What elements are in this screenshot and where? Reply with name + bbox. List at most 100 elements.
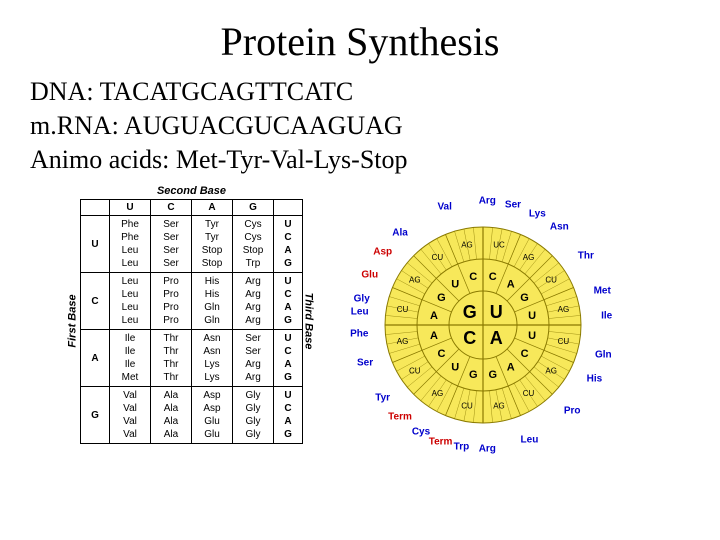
wheel-aa-label: Ile <box>601 311 612 322</box>
col-header: A <box>192 200 233 216</box>
codon-table-wrap: Second Base First Base Third Base UCAGUP… <box>80 185 303 444</box>
aa-cell: ValValValVal <box>110 387 151 444</box>
aa-line: Animo acids: Met-Tyr-Val-Lys-Stop <box>30 145 690 175</box>
row-header: G <box>81 387 110 444</box>
aa-cell: ProProProPro <box>151 273 192 330</box>
aa-cell: SerSerArgArg <box>233 330 274 387</box>
codon-table: UCAGUPhePheLeuLeuSerSerSerSerTyrTyrStopS… <box>80 199 303 444</box>
svg-text:C: C <box>521 348 529 360</box>
svg-text:G: G <box>437 292 446 304</box>
svg-text:AG: AG <box>558 305 570 314</box>
svg-text:U: U <box>451 362 459 374</box>
aa-cell: CysCysStopTrp <box>233 216 274 273</box>
svg-text:G: G <box>520 292 529 304</box>
svg-text:AG: AG <box>432 389 444 398</box>
wheel-aa-label: Trp <box>454 442 470 453</box>
wheel-aa-label: Gln <box>595 349 612 360</box>
svg-text:U: U <box>528 310 536 322</box>
aa-cell: ArgArgArgArg <box>233 273 274 330</box>
aa-cell: PhePheLeuLeu <box>110 216 151 273</box>
third-col: UCAG <box>274 216 303 273</box>
aa-cell: TyrTyrStopStop <box>192 216 233 273</box>
wheel-aa-label: Arg <box>479 196 496 207</box>
svg-text:AG: AG <box>409 275 421 284</box>
mrna-seq: AUGUACGUCAAGUAG <box>124 111 403 140</box>
svg-text:A: A <box>430 330 438 342</box>
svg-text:U: U <box>490 302 503 322</box>
svg-text:AG: AG <box>461 241 473 250</box>
svg-text:G: G <box>488 369 497 381</box>
wheel-aa-label: Cys <box>412 427 430 438</box>
svg-text:UC: UC <box>493 241 505 250</box>
svg-text:CU: CU <box>461 401 473 410</box>
svg-text:AG: AG <box>397 337 409 346</box>
svg-text:AG: AG <box>545 367 557 376</box>
wheel-aa-label: Term <box>388 412 412 423</box>
svg-text:CU: CU <box>409 367 421 376</box>
wheel-aa-label: Glu <box>361 269 378 280</box>
svg-text:CU: CU <box>558 337 570 346</box>
svg-text:CU: CU <box>432 253 444 262</box>
col-header: U <box>110 200 151 216</box>
aa-cell: AsnAsnLysLys <box>192 330 233 387</box>
third-base-label: Third Base <box>303 292 315 349</box>
slide: Protein Synthesis DNA: TACATGCAGTTCATC m… <box>0 0 720 475</box>
codon-wheel: GUACCAGUUCAGGUCAAGUCUCAGCUAGCUAGCUAGCUAG… <box>343 185 623 465</box>
wheel-aa-label: Asp <box>373 247 392 258</box>
mrna-label: m.RNA: <box>30 111 119 140</box>
svg-text:C: C <box>469 271 477 283</box>
diagrams-row: Second Base First Base Third Base UCAGUP… <box>30 185 690 465</box>
aa-cell: AlaAlaAlaAla <box>151 387 192 444</box>
wheel-aa-label: Leu <box>521 434 539 445</box>
dna-label: DNA: <box>30 77 94 106</box>
wheel-aa-label: Tyr <box>375 392 390 403</box>
row-header: U <box>81 216 110 273</box>
aa-cell: GlyGlyGlyGly <box>233 387 274 444</box>
aa-cell: SerSerSerSer <box>151 216 192 273</box>
wheel-aa-label: Ser <box>505 199 521 210</box>
svg-text:CU: CU <box>545 275 557 284</box>
aa-seq: Met-Tyr-Val-Lys-Stop <box>176 145 408 174</box>
wheel-aa-label: Asn <box>550 222 569 233</box>
second-base-label: Second Base <box>80 185 303 197</box>
wheel-aa-label: Ser <box>357 358 373 369</box>
first-base-label: First Base <box>67 294 79 347</box>
svg-text:G: G <box>463 302 477 322</box>
aa-cell: ThrThrThrThr <box>151 330 192 387</box>
page-title: Protein Synthesis <box>30 18 690 65</box>
third-col: UCAG <box>274 330 303 387</box>
col-header: C <box>151 200 192 216</box>
wheel-aa-label: Phe <box>350 328 368 339</box>
wheel-aa-label: Met <box>594 285 611 296</box>
wheel-aa-label: Lys <box>529 208 546 219</box>
svg-text:C: C <box>489 271 497 283</box>
svg-text:C: C <box>463 328 476 348</box>
svg-text:A: A <box>507 278 515 290</box>
dna-line: DNA: TACATGCAGTTCATC <box>30 77 690 107</box>
dna-seq: TACATGCAGTTCATC <box>100 77 354 106</box>
aa-cell: AspAspGluGlu <box>192 387 233 444</box>
wheel-aa-label: Arg <box>479 443 496 454</box>
svg-text:U: U <box>451 278 459 290</box>
aa-cell: IleIleIleMet <box>110 330 151 387</box>
wheel-aa-label: His <box>587 374 603 385</box>
svg-text:A: A <box>507 362 515 374</box>
third-col: UCAG <box>274 387 303 444</box>
wheel-aa-label: Gly <box>354 294 370 305</box>
svg-text:AG: AG <box>493 401 505 410</box>
svg-text:CU: CU <box>397 305 409 314</box>
wheel-aa-label: Thr <box>578 250 594 261</box>
wheel-aa-label: Term <box>429 436 453 447</box>
svg-text:G: G <box>469 369 478 381</box>
svg-text:AG: AG <box>523 253 535 262</box>
wheel-aa-label: Ala <box>392 227 408 238</box>
aa-label: Animo acids: <box>30 145 169 174</box>
col-header: G <box>233 200 274 216</box>
svg-text:C: C <box>437 348 445 360</box>
wheel-aa-label: Pro <box>564 406 581 417</box>
aa-cell: LeuLeuLeuLeu <box>110 273 151 330</box>
wheel-aa-label: Leu <box>351 307 369 318</box>
svg-text:CU: CU <box>523 389 535 398</box>
mrna-line: m.RNA: AUGUACGUCAAGUAG <box>30 111 690 141</box>
svg-text:A: A <box>430 310 438 322</box>
